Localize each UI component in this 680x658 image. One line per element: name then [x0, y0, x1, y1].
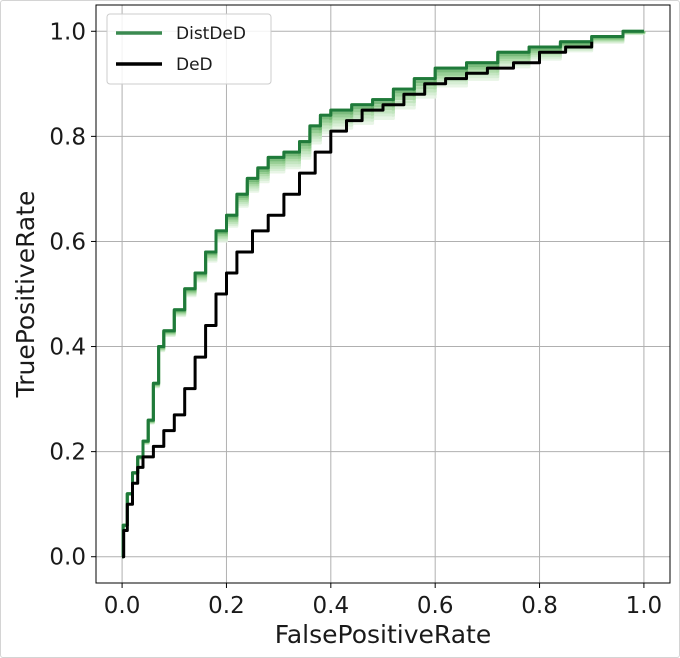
series-line-distded	[121, 29, 644, 559]
plot-area-border	[95, 4, 671, 584]
x-tick-label: 0.0	[104, 593, 141, 619]
y-tick-label: 0.6	[49, 229, 86, 255]
y-tick-label: 1.0	[49, 19, 86, 45]
x-tick-label: 0.4	[313, 593, 350, 619]
x-tick-label: 0.8	[521, 593, 558, 619]
y-axis-ticks: 0.0 0.2 0.4 0.6 0.8 1.0	[49, 19, 96, 571]
x-tick-label: 1.0	[626, 593, 663, 619]
legend: DistDeD DeD	[106, 13, 272, 85]
series-line-ded	[122, 41, 594, 559]
x-axis-label: FalsePositiveRate	[275, 620, 491, 649]
x-axis-ticks: 0.0 0.2 0.4 0.6 0.8 1.0	[104, 583, 662, 619]
y-tick-label: 0.2	[49, 440, 86, 466]
y-axis-label: TruePositiveRate	[11, 191, 40, 399]
y-tick-label: 0.8	[49, 124, 86, 150]
x-tick-label: 0.2	[208, 593, 245, 619]
x-tick-label: 0.6	[417, 593, 454, 619]
y-tick-label: 0.0	[49, 545, 86, 571]
grid	[96, 5, 670, 583]
legend-label-distded: DistDeD	[176, 24, 246, 44]
legend-label-ded: DeD	[176, 55, 213, 75]
y-tick-label: 0.4	[49, 335, 86, 361]
series-lines	[121, 29, 644, 559]
